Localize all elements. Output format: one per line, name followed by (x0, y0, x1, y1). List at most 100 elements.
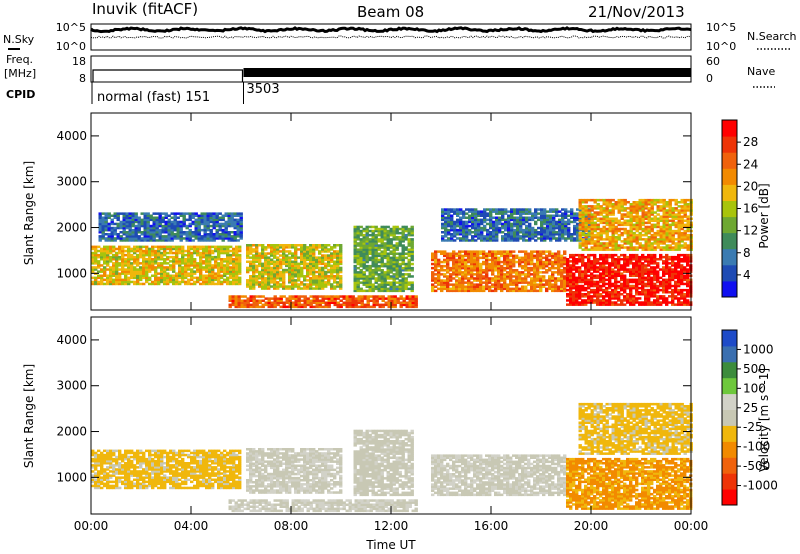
echo-cell (533, 271, 537, 274)
echo-cell (233, 224, 237, 228)
echo-cell (252, 272, 256, 276)
echo-cell (121, 247, 125, 251)
echo-cell (258, 305, 262, 309)
echo-cell (252, 295, 256, 298)
echo-cell (584, 268, 588, 271)
echo-cell (336, 275, 340, 278)
echo-cell (431, 283, 435, 286)
echo-cell (644, 284, 648, 288)
echo-cell (485, 279, 489, 282)
echo-cell (187, 278, 191, 282)
echo-cell (447, 233, 451, 236)
echo-cell (473, 252, 477, 255)
echo-cell (453, 212, 457, 215)
echo-cell (327, 254, 331, 257)
echo-cell (518, 289, 522, 293)
echo-cell (113, 237, 117, 240)
echo-cell (401, 231, 405, 235)
echo-cell (584, 299, 588, 302)
echo-cell (522, 222, 526, 226)
echo-cell (127, 268, 131, 271)
echo-cell (570, 216, 574, 219)
echo-cell (629, 286, 633, 290)
echo-cell (590, 280, 594, 284)
echo-cell (288, 246, 292, 249)
echo-cell (650, 303, 654, 306)
echo-cell (288, 262, 292, 266)
echo-cell (446, 289, 450, 293)
echo-cell (515, 279, 519, 282)
echo-cell (401, 258, 405, 262)
echo-cell (270, 254, 274, 257)
echo-cell (644, 299, 648, 302)
echo-cell (450, 237, 454, 240)
echo-cell (516, 239, 520, 242)
echo-cell (626, 255, 630, 259)
echo-cell (392, 248, 396, 251)
echo-cell (116, 237, 120, 240)
echo-cell (386, 254, 390, 258)
echo-cell (486, 218, 490, 222)
echo-cell (527, 262, 531, 266)
echo-cell (500, 271, 504, 274)
echo-cell (462, 222, 466, 226)
echo-cell (273, 299, 277, 302)
echo-cell (324, 303, 328, 307)
echo-cell (437, 287, 441, 291)
echo-cell (235, 278, 239, 282)
echo-cell (163, 278, 167, 282)
echo-cell (482, 277, 486, 280)
echo-cell (270, 250, 274, 253)
echo-cell (309, 272, 313, 276)
echo-cell (464, 281, 468, 284)
echo-cell (103, 262, 107, 265)
echo-cell (238, 270, 242, 273)
echo-cell (563, 283, 567, 286)
echo-cell (119, 224, 123, 228)
echo-cell (353, 266, 357, 270)
echo-cell (212, 235, 216, 238)
echo-cell (386, 236, 390, 239)
echo-cell (252, 297, 256, 300)
echo-cell (440, 289, 444, 293)
echo-cell (395, 238, 399, 241)
echo-cell (461, 283, 465, 286)
echo-cell (605, 303, 609, 306)
echo-cell (356, 279, 360, 282)
echo-cell (431, 252, 435, 255)
echo-cell (638, 272, 642, 275)
echo-cell (110, 228, 114, 232)
echo-cell (488, 277, 492, 280)
echo-cell (109, 247, 113, 251)
echo-cell (513, 212, 517, 215)
echo-cell (365, 244, 369, 247)
echo-cell (491, 256, 495, 260)
echo-cell (578, 295, 582, 298)
echo-cell (233, 214, 237, 217)
echo-cell (524, 260, 528, 264)
echo-cell (558, 210, 562, 213)
echo-cell (641, 253, 645, 257)
echo-cell (191, 212, 195, 215)
echo-cell (534, 233, 538, 236)
echo-cell (389, 231, 393, 235)
echo-cell (635, 299, 639, 302)
echo-cell (327, 277, 331, 280)
echo-cell (398, 287, 402, 291)
echo-cell (94, 280, 98, 284)
echo-cell (175, 255, 179, 259)
echo-cell (288, 295, 292, 298)
echo-cell (533, 250, 537, 253)
echo-cell (387, 295, 391, 298)
echo-cell (527, 254, 531, 258)
echo-cell (206, 226, 210, 230)
echo-cell (608, 284, 612, 288)
echo-cell (161, 220, 165, 224)
echo-cell (513, 218, 517, 222)
echo-cell (510, 226, 514, 230)
echo-cell (172, 251, 176, 255)
echo-cell (479, 264, 483, 268)
echo-cell (510, 208, 514, 211)
echo-cell (680, 291, 684, 294)
echo-cell (461, 264, 465, 268)
